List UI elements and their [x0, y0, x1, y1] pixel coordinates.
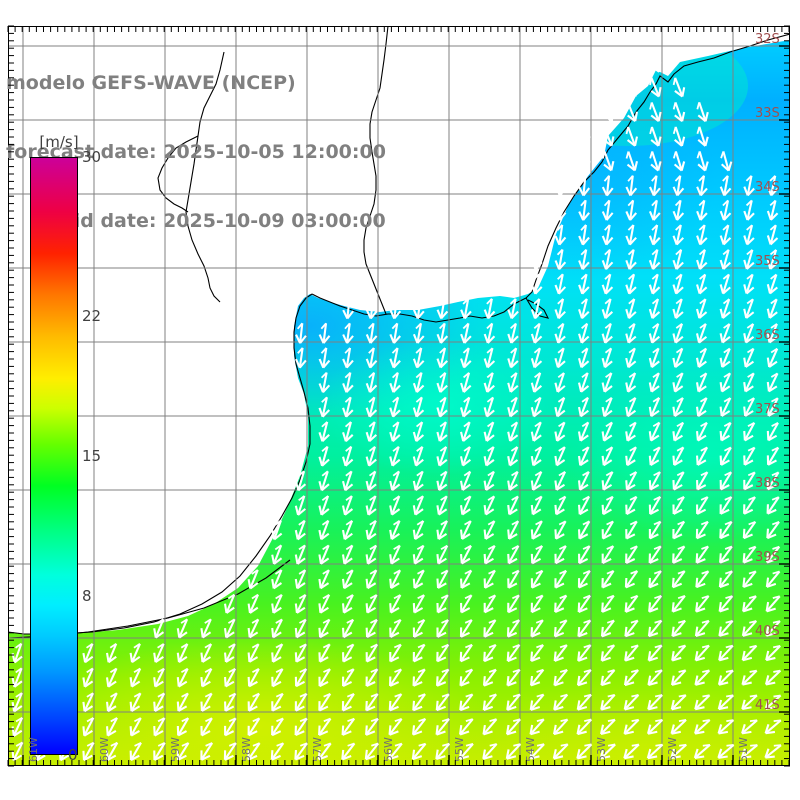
colorbar-tick-15: 15	[82, 447, 102, 465]
colorbar-tick-22: 22	[82, 307, 102, 326]
map-plot-area[interactable]	[8, 26, 790, 766]
colorbar-gradient	[30, 157, 78, 755]
title-line-model: modelo GEFS-WAVE (NCEP)	[6, 72, 296, 94]
land-mask	[8, 26, 790, 634]
title-line-forecast-date: forecast date: 2025-10-05 12:00:00	[6, 141, 386, 163]
map-gridlines	[8, 26, 790, 766]
colorbar[interactable]	[30, 157, 78, 755]
title-line-valid-date: valid date: 2025-10-09 03:00:00	[42, 210, 386, 232]
colorbar-unit-label: [m/s]	[39, 133, 79, 151]
colorbar-tick-8: 8	[82, 586, 92, 605]
chart-title-block: modelo GEFS-WAVE (NCEP) forecast date: 2…	[0, 26, 540, 279]
colorbar-tick-0: 0	[68, 746, 78, 764]
colorbar-tick-30: 30	[82, 148, 102, 166]
